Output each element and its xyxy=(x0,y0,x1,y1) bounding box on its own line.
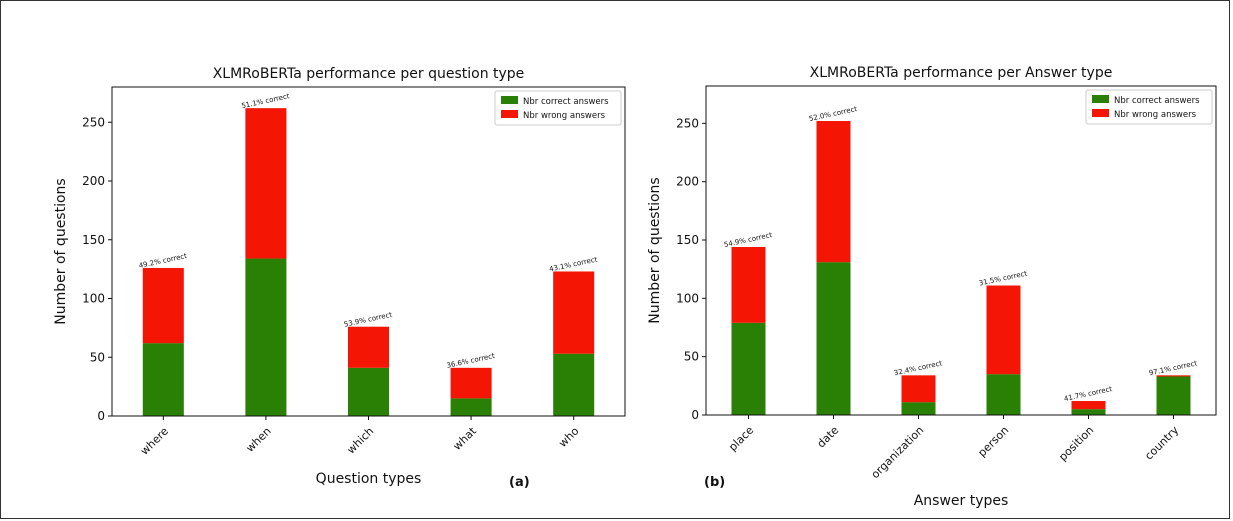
bar-wrong-organization xyxy=(901,375,936,403)
annotation-which: 53.9% correct xyxy=(343,311,393,329)
x-tick-label-where: where xyxy=(138,424,171,457)
bar-correct-who xyxy=(553,353,595,416)
y-tick-label-250: 250 xyxy=(82,115,105,129)
panel-label-b: (b) xyxy=(704,475,726,490)
bar-correct-what xyxy=(450,398,492,416)
y-axis-label: Number of questions xyxy=(647,177,663,323)
x-tick-label-when: when xyxy=(243,425,273,455)
legend-box xyxy=(494,90,622,126)
legend-label-0: Nbr correct answers xyxy=(523,97,609,107)
bar-correct-where xyxy=(142,343,184,416)
y-tick-label-100: 100 xyxy=(82,292,105,306)
bar-wrong-date xyxy=(816,121,851,263)
panel-label-a: (a) xyxy=(509,475,530,490)
bar-wrong-position xyxy=(1071,401,1106,410)
legend-label-1: Nbr wrong answers xyxy=(523,111,606,121)
bar-wrong-when xyxy=(245,108,287,259)
annotation-who: 43.1% correct xyxy=(548,255,598,273)
annotation-where: 49.2% correct xyxy=(138,252,188,270)
x-axis-label: Question types xyxy=(316,471,422,487)
y-tick-label-0: 0 xyxy=(691,408,699,422)
x-tick-label-which: which xyxy=(344,425,376,457)
bar-correct-person xyxy=(986,374,1021,415)
bar-wrong-what xyxy=(450,367,492,399)
annotation-date: 52.0% correct xyxy=(808,105,858,123)
y-tick-label-150: 150 xyxy=(676,233,699,247)
legend-label-0: Nbr correct answers xyxy=(1114,96,1200,106)
annotation-position: 41.7% correct xyxy=(1063,385,1113,403)
x-tick-label-organization: organization xyxy=(869,424,927,482)
y-tick-label-250: 250 xyxy=(676,116,699,130)
bar-correct-which xyxy=(347,367,390,416)
legend-label-1: Nbr wrong answers xyxy=(1114,110,1197,120)
x-tick-label-person: person xyxy=(975,424,1011,460)
x-tick-label-what: what xyxy=(451,424,480,453)
y-tick-label-0: 0 xyxy=(97,409,105,423)
x-tick-label-who: who xyxy=(556,424,581,449)
plot-area xyxy=(111,86,626,417)
y-tick-label-150: 150 xyxy=(82,233,105,247)
chart-question-types: XLMRoBERTa performance per question type… xyxy=(53,66,626,487)
x-tick-label-country: country xyxy=(1142,423,1181,462)
bar-correct-position xyxy=(1071,409,1106,415)
x-tick-label-place: place xyxy=(726,423,756,453)
bar-wrong-which xyxy=(347,326,390,368)
bar-wrong-who xyxy=(553,271,595,354)
bar-correct-country xyxy=(1156,376,1191,415)
bar-correct-when xyxy=(245,258,287,416)
bar-wrong-where xyxy=(142,267,184,344)
annotation-person: 31.5% correct xyxy=(978,269,1028,287)
bar-wrong-place xyxy=(731,247,766,323)
x-tick-label-position: position xyxy=(1056,424,1096,464)
chart-title: XLMRoBERTa performance per question type xyxy=(213,66,525,82)
annotation-place: 54.9% correct xyxy=(723,231,773,249)
bar-correct-date xyxy=(816,262,851,415)
legend-swatch-0 xyxy=(501,96,518,104)
annotation-organization: 32.4% correct xyxy=(893,359,943,377)
legend-box xyxy=(1085,89,1213,125)
legend-swatch-1 xyxy=(501,110,518,118)
bar-wrong-country xyxy=(1156,375,1191,377)
y-tick-label-50: 50 xyxy=(684,350,699,364)
bar-correct-place xyxy=(731,322,766,415)
legend-swatch-1 xyxy=(1092,109,1109,117)
y-tick-label-100: 100 xyxy=(676,291,699,305)
y-tick-label-50: 50 xyxy=(90,350,105,364)
annotation-when: 51.1% correct xyxy=(241,92,291,110)
y-tick-label-200: 200 xyxy=(82,174,105,188)
plot-area xyxy=(705,85,1217,416)
bar-correct-organization xyxy=(901,402,936,415)
y-tick-label-200: 200 xyxy=(676,175,699,189)
chart-title: XLMRoBERTa performance per Answer type xyxy=(810,65,1113,81)
chart-answer-types: XLMRoBERTa performance per Answer type 54… xyxy=(647,65,1217,509)
annotation-country: 97.1% correct xyxy=(1148,359,1198,377)
y-axis-label: Number of questions xyxy=(53,178,69,324)
x-tick-label-date: date xyxy=(815,423,842,450)
legend-swatch-0 xyxy=(1092,95,1109,103)
bar-wrong-person xyxy=(986,285,1021,375)
annotation-what: 36.6% correct xyxy=(446,352,496,370)
x-axis-label: Answer types xyxy=(914,493,1009,509)
